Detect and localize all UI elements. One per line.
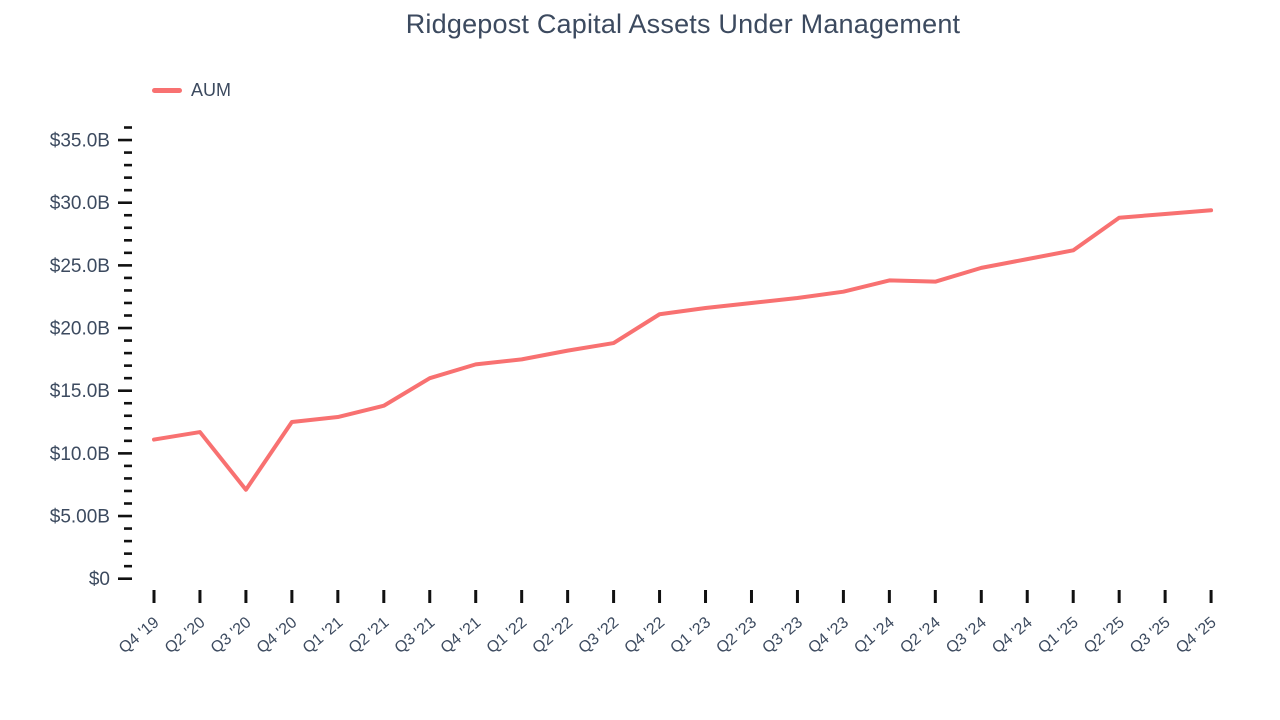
x-axis-tick-label: Q1 '24 (851, 614, 898, 657)
y-axis-tick-label: $5.00B (50, 507, 110, 528)
legend-label: AUM (191, 80, 231, 100)
x-axis-tick-label: Q3 '22 (576, 614, 623, 657)
x-axis-tick-label: Q3 '25 (1127, 614, 1174, 657)
x-axis-tick-label: Q2 '22 (530, 614, 577, 657)
chart-title: Ridgepost Capital Assets Under Managemen… (405, 9, 961, 39)
x-axis-tick-label: Q4 '23 (805, 614, 852, 657)
x-axis-tick-label: Q2 '24 (897, 614, 944, 657)
x-axis-tick-label: Q4 '21 (438, 614, 485, 657)
x-axis-tick-label: Q2 '25 (1081, 614, 1128, 657)
x-axis-tick-label: Q1 '21 (300, 614, 347, 657)
x-axis-tick-label: Q4 '19 (116, 614, 163, 657)
y-axis-tick-label: $10.0B (50, 444, 110, 465)
y-axis-tick-label: $20.0B (50, 319, 110, 340)
x-axis-tick-label: Q1 '25 (1035, 614, 1082, 657)
x-axis-tick-label: Q4 '25 (1173, 614, 1220, 657)
legend-item-aum[interactable]: AUM (152, 80, 231, 101)
x-axis-tick-label: Q3 '21 (392, 614, 439, 657)
x-axis-tick-label: Q2 '23 (713, 614, 760, 657)
x-axis-tick-label: Q2 '21 (346, 614, 393, 657)
y-axis-tick-label: $15.0B (50, 381, 110, 402)
y-axis-tick-label: $25.0B (50, 256, 110, 277)
x-axis-tick-label: Q4 '20 (254, 614, 301, 657)
x-axis-tick-label: Q3 '20 (208, 614, 255, 657)
x-axis-tick-label: Q3 '23 (759, 614, 806, 657)
x-axis-tick-label: Q2 '20 (162, 614, 209, 657)
x-axis-tick-label: Q1 '23 (667, 614, 714, 657)
y-axis-tick-label: $30.0B (50, 193, 110, 214)
y-axis-tick-label: $35.0B (50, 131, 110, 152)
x-axis-tick-label: Q1 '22 (484, 614, 531, 657)
x-axis-tick-label: Q3 '24 (943, 614, 990, 657)
y-axis-tick-label: $0 (89, 569, 110, 590)
x-axis-tick-label: Q4 '24 (989, 614, 1036, 657)
x-axis-tick-label: Q4 '22 (621, 614, 668, 657)
aum-line-series (152, 208, 1214, 492)
legend-line-swatch-icon (152, 88, 182, 93)
